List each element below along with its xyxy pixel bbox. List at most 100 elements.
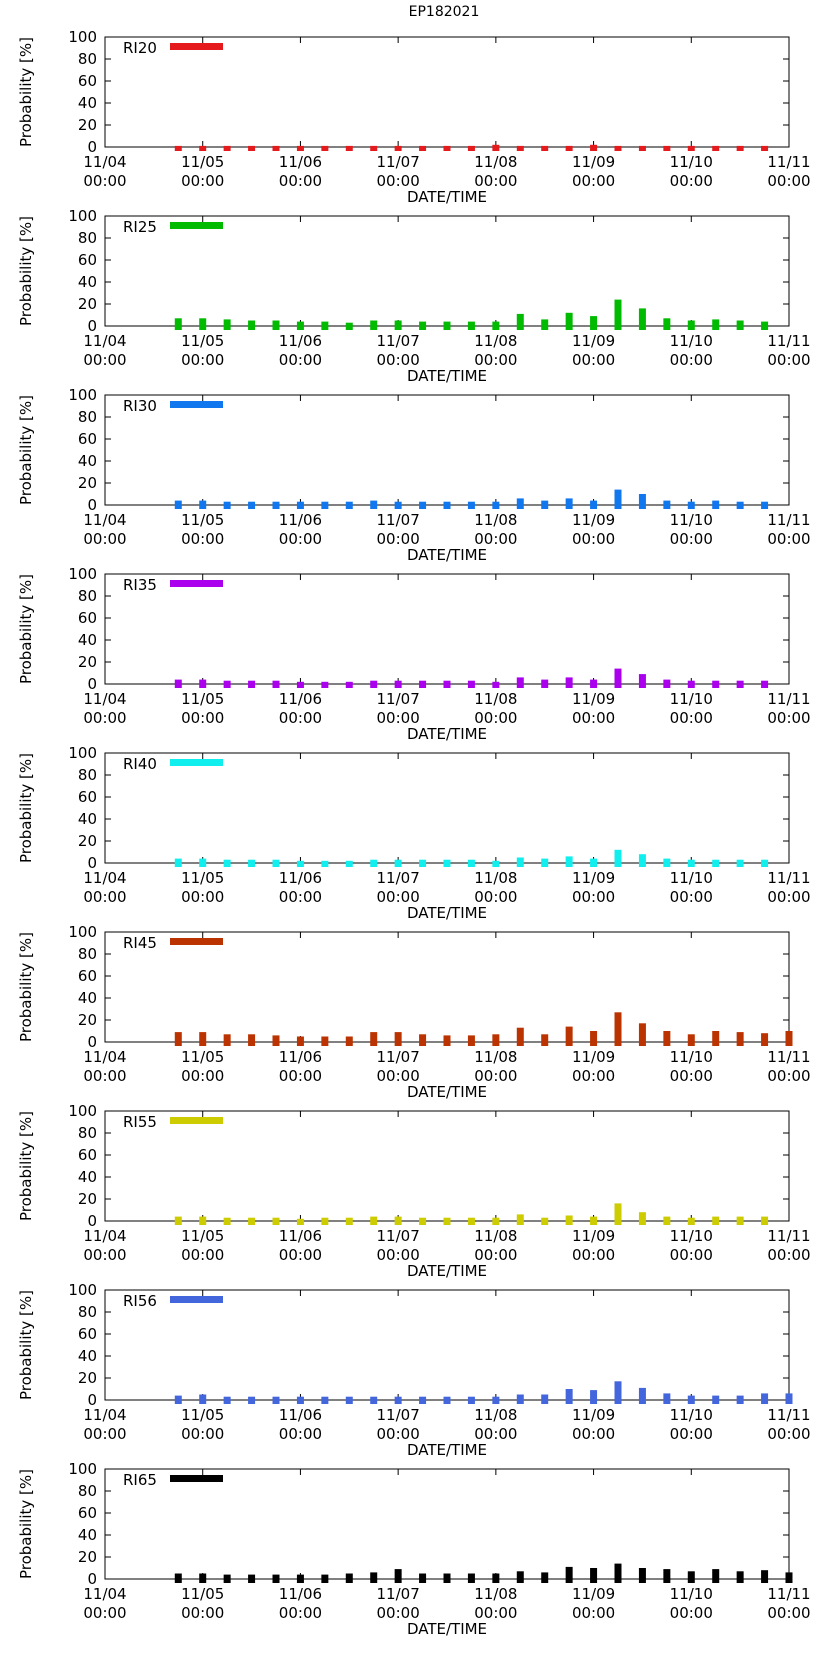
panel-ri55-bar: [638, 1212, 646, 1225]
panel-ri45-bar: [590, 1031, 598, 1046]
panel-ri65-xtick-time: 00:00: [377, 1604, 420, 1622]
panel-ri40-xtick-time: 00:00: [767, 888, 810, 906]
panel-ri65-bar: [590, 1568, 598, 1583]
panel-ri35-xtick-date: 11/05: [181, 690, 224, 708]
panel-ri40-xtick-time: 00:00: [83, 888, 126, 906]
panel-ri35-xtick-time: 00:00: [474, 709, 517, 727]
panel-ri30-bar: [223, 501, 231, 509]
panel-ri40-bar: [394, 859, 402, 867]
panel-ri30-bar: [590, 500, 598, 509]
panel-ri55-xtick-time: 00:00: [83, 1246, 126, 1264]
panel-ri56-ytick-label: 0: [87, 1391, 97, 1409]
panel-ri25-bar: [590, 316, 598, 330]
panel-ri25-bar: [712, 319, 720, 330]
panel-ri55-bar: [467, 1217, 475, 1225]
panel-ri25-bar: [467, 321, 475, 330]
panel-ri35-bar: [687, 680, 695, 688]
panel-ri20-xtick-time: 00:00: [279, 172, 322, 190]
panel-ri55-xtick-time: 00:00: [377, 1246, 420, 1264]
panel-ri20-bar: [663, 145, 671, 151]
panel-ri30-xtick-time: 00:00: [377, 530, 420, 548]
panel-ri25-bar: [638, 308, 646, 330]
panel-ri40-bar: [614, 849, 622, 867]
panel-ri40-xtick-time: 00:00: [377, 888, 420, 906]
panel-ri25-xtick-date: 11/09: [572, 332, 615, 350]
panel-ri65-frame: [104, 1468, 790, 1580]
panel-ri40-bar: [492, 860, 500, 867]
panel-ri20-bar: [687, 145, 695, 151]
panel-ri30-ytick-label: 20: [78, 474, 97, 492]
panel-ri45-ytick-label: 100: [68, 923, 97, 941]
panel-ri40-bar: [370, 859, 378, 867]
panel-ri40-bar: [516, 857, 524, 867]
panel-ri45-bar: [565, 1026, 573, 1046]
panel-ri25-ylabel: Probability [%]: [17, 216, 35, 326]
panel-ri25-xlabel: DATE/TIME: [407, 367, 487, 385]
panel-ri30-bar: [761, 501, 769, 509]
panel-ri40-legend-label: RI40: [123, 755, 157, 773]
panel-ri20-ytick-label: 60: [78, 72, 97, 90]
panel-ri56-ytick-label: 40: [78, 1347, 97, 1365]
panel-ri20-bar: [419, 145, 427, 151]
panel-ri35-xtick-time: 00:00: [377, 709, 420, 727]
panel-ri55-xtick-time: 00:00: [474, 1246, 517, 1264]
panel-ri20-ytick-label: 100: [68, 28, 97, 46]
panel-ri45-xtick-date: 11/04: [83, 1048, 126, 1066]
panel-ri65-xtick-date: 11/07: [377, 1585, 420, 1603]
panel-ri30-bar: [712, 500, 720, 509]
panel-ri20-xtick-date: 11/05: [181, 153, 224, 171]
panel-ri35-bar: [516, 677, 524, 688]
panel-ri56-ytick-label: 60: [78, 1325, 97, 1343]
panel-ri45-ylabel: Probability [%]: [17, 932, 35, 1042]
panel-ri56-bar: [443, 1396, 451, 1404]
panel-ri20-xtick-time: 00:00: [83, 172, 126, 190]
panel-ri35-bar: [492, 681, 500, 688]
figure-title: EP182021: [409, 4, 480, 20]
panel-ri20-xtick-time: 00:00: [377, 172, 420, 190]
panel-ri20-ytick-label: 0: [87, 138, 97, 156]
panel-ri30-bar: [296, 501, 304, 509]
panel-ri56-xtick-time: 00:00: [767, 1425, 810, 1443]
panel-ri56-bar: [370, 1396, 378, 1404]
panel-ri30-bar: [419, 501, 427, 509]
panel-ri55-bar: [394, 1216, 402, 1225]
panel-ri65-ytick-label: 20: [78, 1548, 97, 1566]
panel-ri45-xtick-date: 11/11: [767, 1048, 810, 1066]
panel-ri56-bar: [223, 1396, 231, 1404]
panel-ri65-bar: [565, 1566, 573, 1583]
panel-ri55-xtick-time: 00:00: [670, 1246, 713, 1264]
panel-ri56-bar: [248, 1396, 256, 1404]
panel-ri30-bar: [394, 501, 402, 509]
panel-ri45-bar: [443, 1035, 451, 1046]
panel-ri30-bar: [345, 501, 353, 509]
panel-ri35-bar: [712, 680, 720, 688]
panel-ri45-bar: [394, 1032, 402, 1046]
panel-ri25-bar: [199, 318, 207, 330]
panel-ri25-legend-swatch: [170, 222, 223, 229]
panel-ri35-xtick-time: 00:00: [83, 709, 126, 727]
panel-ri45-bar: [736, 1032, 744, 1046]
panel-ri55-bar: [687, 1217, 695, 1225]
panel-ri56-bar: [712, 1395, 720, 1404]
panel-ri65-bar: [736, 1571, 744, 1583]
panel-ri56-bar: [761, 1393, 769, 1404]
panel-ri40-ytick-label: 100: [68, 744, 97, 762]
panel-ri20-xtick-date: 11/07: [377, 153, 420, 171]
panel-ri20-ytick-label: 80: [78, 50, 97, 68]
panel-ri65-xtick-date: 11/09: [572, 1585, 615, 1603]
panel-ri20-ytick-label: 20: [78, 116, 97, 134]
panel-ri30-xtick-time: 00:00: [670, 530, 713, 548]
panel-ri35-bar: [467, 680, 475, 688]
panel-ri25-ytick-label: 0: [87, 317, 97, 335]
panel-ri65-legend-label: RI65: [123, 1471, 157, 1489]
panel-ri20-bar: [370, 145, 378, 151]
panel-ri45-legend-label: RI45: [123, 934, 157, 952]
panel-ri65-bar: [761, 1570, 769, 1583]
panel-ri56-xtick-time: 00:00: [83, 1425, 126, 1443]
panel-ri55-bar: [174, 1216, 182, 1225]
panel-ri56-bar: [663, 1393, 671, 1404]
panel-ri56-xtick-time: 00:00: [181, 1425, 224, 1443]
panel-ri45-bar: [638, 1023, 646, 1046]
panel-ri20-frame: [104, 36, 790, 148]
panel-ri30-xtick-time: 00:00: [181, 530, 224, 548]
